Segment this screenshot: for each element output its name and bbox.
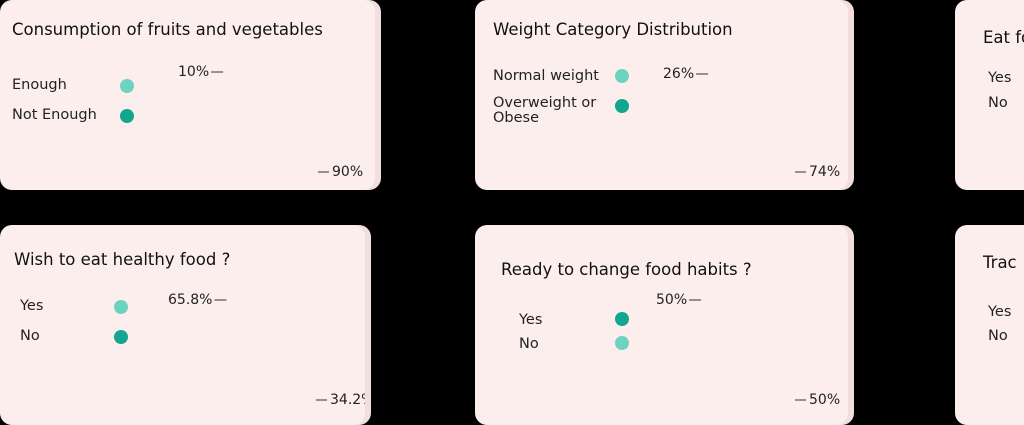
legend-label: Yes — [988, 304, 1012, 320]
chart-card: Ready to change food habits ? Yes No 50% 50% — [475, 225, 848, 425]
legend-dot — [114, 300, 128, 314]
legend-dot — [615, 69, 629, 83]
donut-chart: 65.8% 34.2% — [168, 292, 365, 408]
donut-chart: 26% 74% — [663, 66, 840, 180]
value-label: 50% — [809, 392, 840, 408]
chart-title: Eat fo — [983, 28, 1024, 47]
value-label: 34.2% — [330, 392, 365, 408]
legend-label: Normal weight — [493, 68, 599, 84]
value-label: 65.8% — [168, 292, 212, 308]
chart-title: Trac — [983, 253, 1017, 272]
legend-label: No — [988, 95, 1008, 111]
value-label: 10% — [178, 64, 209, 80]
chart-card: Eat fo Yes No — [955, 0, 1024, 190]
legend-label: No — [20, 328, 40, 344]
legend-label: Not Enough — [12, 107, 97, 123]
legend-label: No — [988, 328, 1008, 344]
donut-chart: 50% 50% — [656, 292, 840, 408]
chart-title: Consumption of fruits and vegetables — [12, 20, 323, 39]
chart-title: Weight Category Distribution — [493, 20, 733, 39]
legend-dot — [120, 79, 134, 93]
chart-card: Consumption of fruits and vegetables Enou… — [0, 0, 375, 190]
legend-label: Yes — [988, 70, 1012, 86]
legend-dot — [120, 109, 134, 123]
value-label: 90% — [332, 164, 363, 180]
value-label: 74% — [809, 164, 840, 180]
legend-dot — [615, 312, 629, 326]
chart-card: Wish to eat healthy food ? Yes No 65.8% 34.2… — [0, 225, 365, 425]
chart-title: Ready to change food habits ? — [501, 260, 752, 279]
legend-label: Overweight or Obese — [493, 95, 597, 126]
legend-dot — [615, 99, 629, 113]
donut-chart: 10% 90% — [178, 64, 363, 180]
legend-label: Yes — [519, 312, 543, 328]
legend-dot — [114, 330, 128, 344]
value-label: 26% — [663, 66, 694, 82]
legend-label: Yes — [20, 298, 44, 314]
legend-label: No — [519, 336, 539, 352]
value-label: 50% — [656, 292, 687, 308]
chart-title: Wish to eat healthy food ? — [14, 250, 231, 269]
chart-card: Trac Yes No — [955, 225, 1024, 425]
chart-card: Weight Category Distribution Normal weigh… — [475, 0, 848, 190]
legend-dot — [615, 336, 629, 350]
legend-label: Enough — [12, 77, 67, 93]
